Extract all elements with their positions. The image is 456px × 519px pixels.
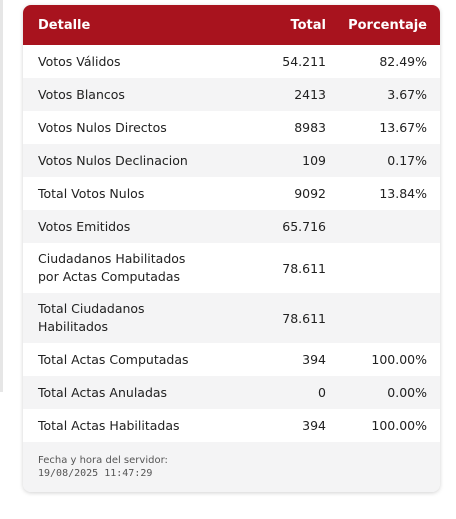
row-label-line2: por Actas Computadas xyxy=(38,269,181,284)
table-row: Total Votos Nulos 9092 13.84% xyxy=(23,177,440,210)
row-label: Votos Nulos Directos xyxy=(23,111,214,144)
row-percentage: 13.67% xyxy=(328,111,440,144)
row-label: Votos Válidos xyxy=(23,45,214,78)
left-panel-edge xyxy=(0,0,3,392)
row-total: 394 xyxy=(214,409,328,442)
row-label: Votos Nulos Declinacion xyxy=(23,144,214,177)
header-total: Total xyxy=(214,5,328,45)
row-label-line1: Total Ciudadanos xyxy=(38,301,145,316)
header-porcentaje: Porcentaje xyxy=(328,5,440,45)
row-total: 109 xyxy=(214,144,328,177)
table-row: Votos Válidos 54.211 82.49% xyxy=(23,45,440,78)
row-label: Total Actas Computadas xyxy=(23,343,214,376)
row-label-line1: Ciudadanos Habilitados xyxy=(38,251,186,266)
row-total: 9092 xyxy=(214,177,328,210)
row-label: Votos Emitidos xyxy=(23,210,214,243)
table-row: Votos Emitidos 65.716 xyxy=(23,210,440,243)
table-row: Total Actas Anuladas 0 0.00% xyxy=(23,376,440,409)
row-total: 65.716 xyxy=(214,210,328,243)
row-label: Total Votos Nulos xyxy=(23,177,214,210)
results-table: Detalle Total Porcentaje Votos Válidos 5… xyxy=(23,5,440,442)
row-percentage: 82.49% xyxy=(328,45,440,78)
row-total: 78.611 xyxy=(214,293,328,343)
server-time-value: 19/08/2025 11:47:29 xyxy=(38,468,153,479)
server-time-footer: Fecha y hora del servidor: 19/08/2025 11… xyxy=(23,442,440,492)
row-percentage xyxy=(328,210,440,243)
row-percentage xyxy=(328,243,440,293)
server-time-label: Fecha y hora del servidor: xyxy=(38,455,168,466)
table-row: Votos Nulos Declinacion 109 0.17% xyxy=(23,144,440,177)
results-card: Detalle Total Porcentaje Votos Válidos 5… xyxy=(23,5,440,492)
row-percentage: 0.00% xyxy=(328,376,440,409)
row-percentage xyxy=(328,293,440,343)
row-label: Ciudadanos Habilitados por Actas Computa… xyxy=(23,243,214,293)
row-total: 0 xyxy=(214,376,328,409)
header-detalle: Detalle xyxy=(23,5,214,45)
table-row: Total Actas Computadas 394 100.00% xyxy=(23,343,440,376)
row-percentage: 100.00% xyxy=(328,409,440,442)
row-label: Total Ciudadanos Habilitados xyxy=(23,293,214,343)
table-row: Total Actas Habilitadas 394 100.00% xyxy=(23,409,440,442)
table-row: Total Ciudadanos Habilitados 78.611 xyxy=(23,293,440,343)
row-percentage: 3.67% xyxy=(328,78,440,111)
row-label: Total Actas Habilitadas xyxy=(23,409,214,442)
row-label: Votos Blancos xyxy=(23,78,214,111)
row-total: 78.611 xyxy=(214,243,328,293)
table-row: Votos Nulos Directos 8983 13.67% xyxy=(23,111,440,144)
row-percentage: 13.84% xyxy=(328,177,440,210)
row-total: 394 xyxy=(214,343,328,376)
row-label: Total Actas Anuladas xyxy=(23,376,214,409)
table-header: Detalle Total Porcentaje xyxy=(23,5,440,45)
row-label-line2: Habilitados xyxy=(38,319,109,334)
table-row: Ciudadanos Habilitados por Actas Computa… xyxy=(23,243,440,293)
row-total: 54.211 xyxy=(214,45,328,78)
table-row: Votos Blancos 2413 3.67% xyxy=(23,78,440,111)
row-percentage: 0.17% xyxy=(328,144,440,177)
row-total: 8983 xyxy=(214,111,328,144)
row-percentage: 100.00% xyxy=(328,343,440,376)
row-total: 2413 xyxy=(214,78,328,111)
